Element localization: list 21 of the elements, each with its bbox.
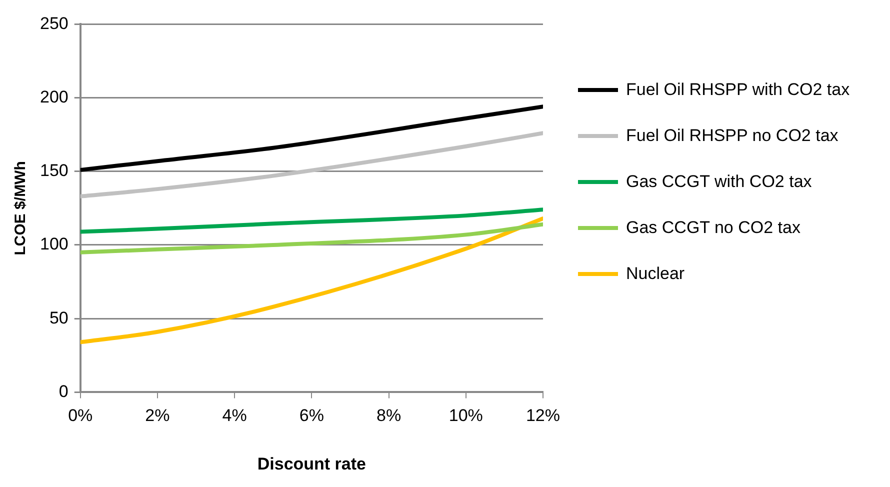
x-tick-label: 10% <box>448 406 483 426</box>
x-tick-label: 8% <box>376 406 402 426</box>
x-tick-label: 12% <box>526 406 560 426</box>
y-axis-title: LCOE $/MWh <box>12 161 30 256</box>
y-tick-label: 200 <box>40 87 68 106</box>
y-tick-label: 100 <box>40 234 68 254</box>
x-axis-title: Discount rate <box>257 454 366 474</box>
legend-label: Fuel Oil RHSPP no CO2 tax <box>626 125 838 147</box>
x-tick-label: 0% <box>68 406 93 426</box>
legend-label: Gas CCGT with CO2 tax <box>626 171 812 193</box>
y-tick-label: 0 <box>58 382 68 401</box>
y-tick-label: 250 <box>40 14 68 33</box>
x-tick-label: 2% <box>145 406 170 426</box>
legend-label: Nuclear <box>626 263 685 285</box>
line-series <box>80 208 543 234</box>
y-tick-label: 150 <box>40 161 68 180</box>
y-tick-label: 50 <box>49 308 68 328</box>
legend-label: Gas CCGT no CO2 tax <box>626 217 800 239</box>
x-tick-label: 4% <box>222 406 247 426</box>
legend-label: Fuel Oil RHSPP with CO2 tax <box>626 79 850 101</box>
x-tick-label: 6% <box>299 406 324 426</box>
